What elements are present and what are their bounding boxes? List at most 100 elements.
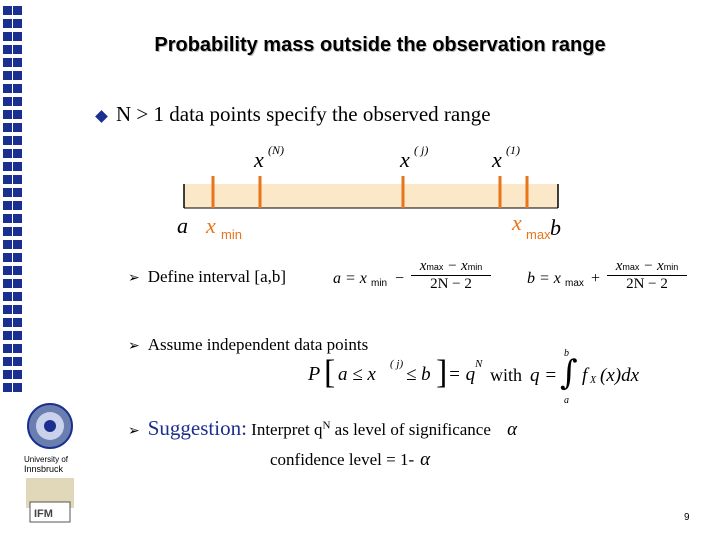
sidebar-square <box>13 175 22 184</box>
formula-b-lhs: b = x <box>527 270 561 287</box>
sidebar-square <box>3 357 12 366</box>
integral-bottom: a <box>564 395 569 406</box>
num-min-sub: min <box>467 262 483 272</box>
sidebar-square <box>13 188 22 197</box>
formula-b-max: max <box>565 278 584 289</box>
item-define-interval: ➢ Define interval [a,b] <box>128 267 286 287</box>
sidebar-square <box>3 45 12 54</box>
sidebar-square <box>13 240 22 249</box>
sidebar-square <box>13 6 22 15</box>
item-define-text: Define interval [a,b] <box>147 267 287 286</box>
sidebar-square <box>13 292 22 301</box>
sidebar-square <box>13 383 22 392</box>
label-xj: x <box>399 147 410 172</box>
num-max-sub: max <box>426 262 444 272</box>
formula-b: b = x max + xmax − xmin 2N − 2 <box>527 258 692 308</box>
formula-b-num: xmax − xmin <box>607 258 687 275</box>
bullet-diamond-icon <box>95 109 108 123</box>
sidebar-square <box>13 71 22 80</box>
item-independent-text: Assume independent data points <box>147 335 369 354</box>
sidebar-square <box>3 162 12 171</box>
alpha-symbol-2: α <box>420 449 431 470</box>
formula-a: a = x min − xmax − xmin 2N − 2 <box>333 258 493 308</box>
formula-b-plus: + <box>591 270 601 287</box>
sidebar-square <box>13 318 22 327</box>
sidebar-square <box>13 227 22 236</box>
formula-a-num: xmax − xmin <box>411 258 491 275</box>
university-logo: University of Innsbruck IFM <box>22 398 78 528</box>
range-diagram: x (N) x ( j) x (1) a x min x max b <box>177 143 561 242</box>
confidence-line: confidence level = 1- α <box>270 449 430 471</box>
sidebar-square <box>13 253 22 262</box>
sidebar-square <box>13 279 22 288</box>
suggestion-sup: N <box>322 419 331 432</box>
sidebar-square <box>3 201 12 210</box>
sidebar-square <box>13 214 22 223</box>
sidebar-square <box>3 331 12 340</box>
integral-top: b <box>564 348 569 359</box>
sidebar-square <box>13 357 22 366</box>
item-independent: ➢ Assume independent data points <box>128 335 368 355</box>
sidebar-square <box>3 292 12 301</box>
sidebar-square <box>3 383 12 392</box>
sidebar-square <box>3 370 12 379</box>
sidebar-square <box>13 149 22 158</box>
label-x1: x <box>491 147 502 172</box>
sidebar-square <box>3 123 12 132</box>
prob-q-eq: q = <box>530 365 558 386</box>
sidebar-square <box>13 370 22 379</box>
sup-xN: (N) <box>268 143 284 157</box>
integrand-rest: (x)dx <box>600 365 640 386</box>
sidebar-square <box>3 253 12 262</box>
num-b-min-sub: min <box>663 262 679 272</box>
num-b-max-sub: max <box>622 262 640 272</box>
num-b-x-max: x <box>615 258 623 274</box>
sidebar-square <box>3 305 12 314</box>
prob-P: P <box>308 363 321 385</box>
prob-bracket-right: ] <box>436 354 448 391</box>
label-xN: x <box>253 147 264 172</box>
prob-sup: ( j) <box>390 358 404 370</box>
sidebar-square <box>3 240 12 249</box>
sidebar-square <box>13 136 22 145</box>
formula-a-den: 2N − 2 <box>411 275 491 293</box>
formula-a-min: min <box>371 278 388 289</box>
integral-sign: ∫ <box>560 353 578 393</box>
sup-x1: (1) <box>506 143 520 157</box>
suggestion-text: Interpret q <box>246 420 323 439</box>
logo-line2: Innsbruck <box>24 464 64 474</box>
sidebar-square <box>3 84 12 93</box>
main-bullet-text: N > 1 data points specify the observed r… <box>116 102 491 126</box>
square-column-left <box>3 6 23 396</box>
sidebar-square <box>13 110 22 119</box>
sidebar-square <box>13 331 22 340</box>
formula-b-den: 2N − 2 <box>607 275 687 293</box>
prob-body: a ≤ x <box>338 364 376 385</box>
sidebar-square <box>3 71 12 80</box>
confidence-text: confidence level = 1- <box>270 450 415 469</box>
num-x-max: x <box>419 258 427 274</box>
arrow-icon: ➢ <box>128 270 140 286</box>
sidebar-square <box>3 32 12 41</box>
sup-xj: ( j) <box>414 143 428 157</box>
sidebar-square <box>3 227 12 236</box>
sidebar-square <box>3 344 12 353</box>
prob-eq: = q <box>448 364 476 385</box>
sidebar-square <box>13 45 22 54</box>
sidebar-square <box>3 19 12 28</box>
suggestion-tail: as level of significance <box>330 420 491 439</box>
formula-a-minus: − <box>395 270 405 287</box>
sidebar-square <box>3 318 12 327</box>
sidebar-square <box>13 84 22 93</box>
sidebar-square <box>13 201 22 210</box>
sidebar-square <box>13 97 22 106</box>
arrow-icon: ➢ <box>128 338 140 354</box>
item-suggestion: ➢ Suggestion: Interpret qN as level of si… <box>128 416 517 441</box>
sidebar-square <box>13 305 22 314</box>
sidebar-square <box>3 97 12 106</box>
sidebar-square <box>3 6 12 15</box>
num-x-min: − x <box>443 258 468 274</box>
main-bullet: N > 1 data points specify the observed r… <box>95 102 491 127</box>
label-xmax: x <box>511 210 522 235</box>
label-a: a <box>177 213 188 238</box>
